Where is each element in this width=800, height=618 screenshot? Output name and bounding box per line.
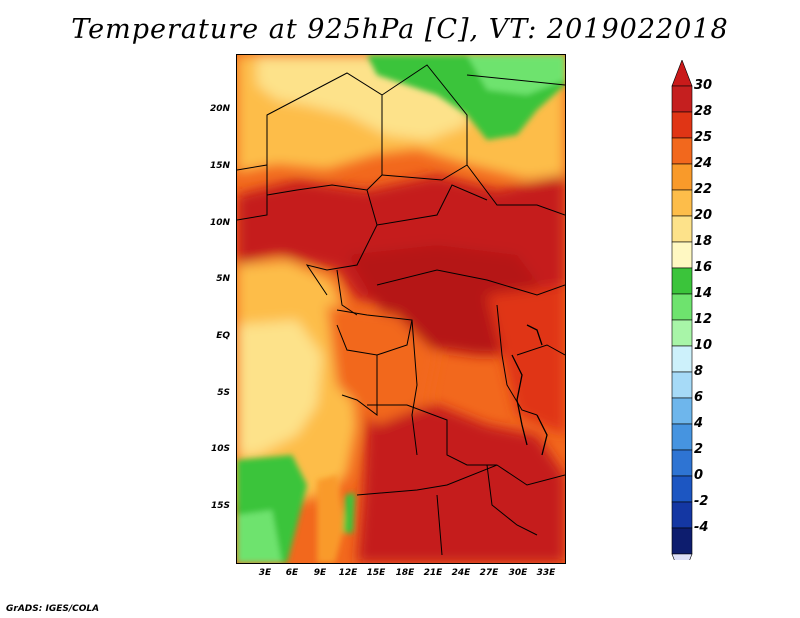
colorbar-tick-label: 20: [694, 208, 713, 223]
colorbar-cell: [671, 449, 693, 477]
colorbar-tick-label: 2: [694, 442, 704, 457]
colorbar: [671, 60, 693, 560]
colorbar-min-arrow: [671, 553, 693, 560]
colorbar-cell: [671, 189, 693, 217]
colorbar-cell: [671, 475, 693, 503]
lon-label: 9E: [313, 568, 327, 578]
lat-label: 5S: [217, 388, 230, 398]
colorbar-cell: [671, 163, 693, 191]
colorbar-cell: [671, 267, 693, 295]
colorbar-tick-label: 8: [694, 364, 704, 379]
lon-label: 33E: [536, 568, 556, 578]
country-borders: [237, 64, 565, 556]
colorbar-cell: [671, 293, 693, 321]
lat-label: 20N: [209, 104, 230, 114]
colorbar-cell: [671, 345, 693, 373]
lon-label: 27E: [479, 568, 499, 578]
coastal-green-strip: [343, 493, 355, 533]
colorbar-tick-label: 24: [694, 156, 713, 171]
southern-hot-core: [357, 405, 565, 563]
colorbar-tick-label: 16: [694, 260, 713, 275]
eastern-hot-zone: [487, 285, 565, 435]
colorbar-tick-label: 30: [694, 78, 713, 93]
colorbar-cell: [671, 319, 693, 347]
northeast-light-green-zone: [467, 55, 565, 95]
lon-label: 24E: [451, 568, 471, 578]
lat-label: 15S: [210, 501, 230, 511]
colorbar-tick-label: 12: [694, 312, 713, 327]
lon-label: 12E: [338, 568, 358, 578]
lon-label: 3E: [258, 568, 272, 578]
lat-label: 10S: [210, 444, 230, 454]
colorbar-tick-label: 28: [694, 104, 713, 119]
colorbar-cell: [671, 215, 693, 243]
temperature-map: [236, 54, 566, 564]
colorbar-cell: [671, 85, 693, 113]
lat-label: 5N: [216, 274, 230, 284]
colorbar-tick-label: -4: [694, 520, 709, 535]
lon-label: 30E: [508, 568, 528, 578]
colorbar-tick-label: 14: [694, 286, 713, 301]
colorbar-cell: [671, 397, 693, 425]
colorbar-tick-label: -2: [694, 494, 709, 509]
map-field: [237, 55, 565, 563]
chart-title: Temperature at 925hPa [C], VT: 201902201…: [71, 14, 729, 45]
colorbar-tick-label: 4: [694, 416, 704, 431]
coastal-strip: [317, 475, 345, 563]
colorbar-cell: [671, 371, 693, 399]
colorbar-cells: [671, 60, 693, 560]
colorbar-cell: [671, 423, 693, 451]
lat-label: EQ: [216, 331, 230, 341]
colorbar-cell: [671, 501, 693, 529]
colorbar-tick-label: 6: [694, 390, 704, 405]
footer-credit: GrADS: IGES/COLA: [6, 604, 100, 614]
lon-label: 6E: [285, 568, 299, 578]
colorbar-cell: [671, 137, 693, 165]
colorbar-cell: [671, 241, 693, 269]
colorbar-tick-label: 25: [694, 130, 713, 145]
colorbar-tick-label: 10: [694, 338, 713, 353]
lon-label: 21E: [423, 568, 443, 578]
colorbar-tick-label: 0: [694, 468, 704, 483]
lon-label: 15E: [366, 568, 386, 578]
colorbar-max-arrow: [671, 60, 693, 87]
atlantic-cool-zone: [237, 320, 322, 455]
colorbar-tick-label: 22: [694, 182, 713, 197]
lat-label: 10N: [209, 218, 230, 228]
lakes: [511, 324, 548, 456]
colorbar-cell: [671, 527, 693, 555]
colorbar-cell: [671, 111, 693, 139]
southwest-light-green-zone: [237, 510, 282, 563]
lon-label: 18E: [395, 568, 415, 578]
colorbar-tick-label: 18: [694, 234, 713, 249]
lat-label: 15N: [209, 161, 230, 171]
